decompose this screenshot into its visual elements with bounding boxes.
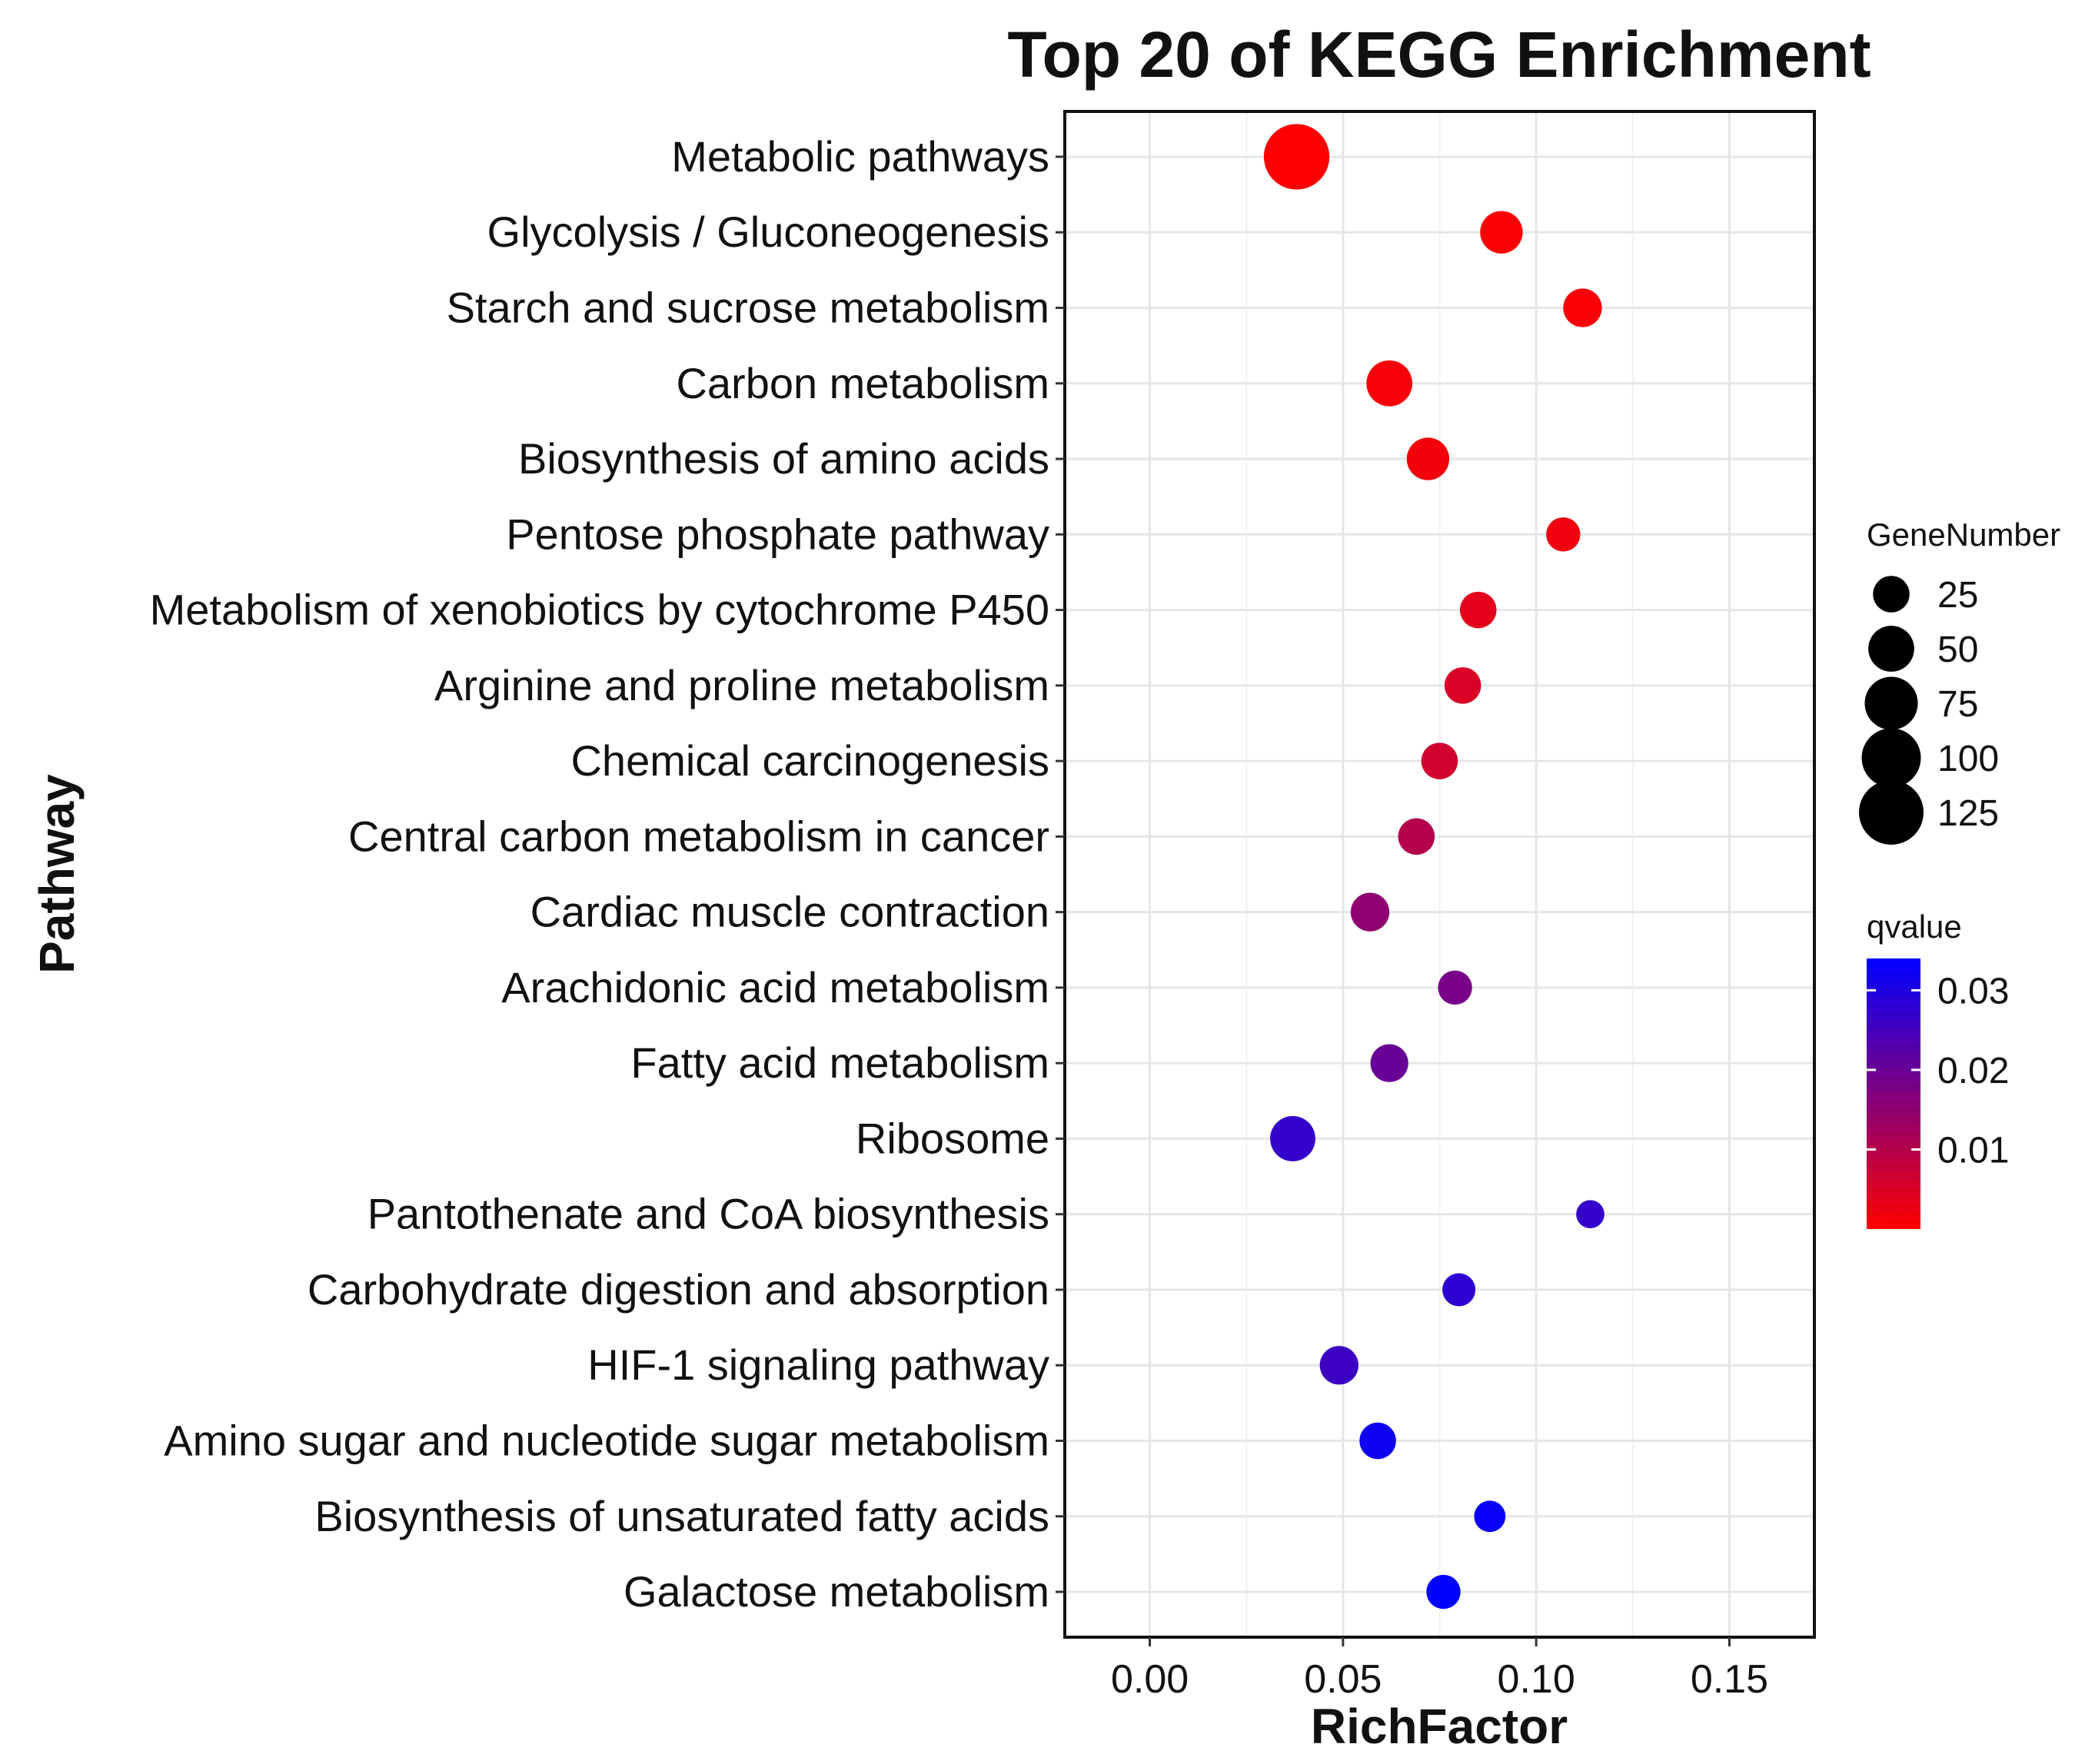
data-point [1460,591,1497,629]
size-legend-dot [1861,728,1921,788]
x-axis-title: RichFactor [1311,1699,1568,1754]
data-point [1438,970,1472,1005]
y-tick-label: Carbon metabolism [676,359,1049,407]
data-point [1426,1574,1461,1610]
y-tick-label: Fatty acid metabolism [630,1038,1049,1087]
data-point [1319,1346,1358,1385]
size-legend-dot [1868,626,1914,672]
data-point [1263,124,1330,190]
color-legend: qvalue 0.01 0.02 0.03 [1867,909,2009,1229]
colorbar-tick-label: 0.01 [1937,1130,2009,1171]
y-axis-title: Pathway [29,774,85,974]
size-legend-dot [1873,576,1910,613]
y-tick-label: Biosynthesis of unsaturated fatty acids [314,1492,1049,1540]
points-layer [1263,124,1605,1610]
y-tick-label: Glycolysis / Gluconeogenesis [487,208,1049,256]
y-tick-label: HIF-1 signaling pathway [587,1340,1049,1389]
size-legend-dot [1864,676,1918,730]
y-tick-label: Biosynthesis of amino acids [518,434,1049,483]
y-tick-label: Cardiac muscle contraction [530,888,1049,936]
size-legend-label: 25 [1937,575,1978,616]
colorbar-tick-label: 0.02 [1937,1051,2009,1091]
x-tick-label: 0.05 [1304,1657,1382,1702]
size-legend-items: 25 50 75 100 125 [1859,575,1999,845]
data-point [1350,892,1390,932]
colorbar-tick-label: 0.03 [1937,971,2009,1012]
size-legend-title: GeneNumber [1867,517,2060,553]
y-tick-label: Arachidonic acid metabolism [501,963,1049,1012]
data-point [1370,1044,1408,1082]
plot-panel-border [1063,110,1816,1639]
color-legend-ticks: 0.01 0.02 0.03 [1867,971,2009,1171]
data-point [1444,667,1481,704]
y-tick-label: Galactose metabolism [624,1567,1049,1616]
y-tick-label: Central carbon metabolism in cancer [348,812,1049,860]
y-tick-label: Ribosome [856,1114,1049,1162]
y-tick-label: Chemical carcinogenesis [570,736,1049,785]
x-tick-label: 0.15 [1691,1657,1768,1702]
size-legend-label: 125 [1937,793,1999,834]
data-point [1474,1500,1506,1533]
data-point [1576,1200,1605,1229]
y-tick-label: Metabolism of xenobiotics by cytochrome … [150,586,1049,634]
y-tick-label: Carbohydrate digestion and absorption [308,1265,1049,1314]
size-legend: GeneNumber 25 50 75 100 125 [1859,517,2060,845]
data-point [1366,360,1413,407]
y-tick-label: Starch and sucrose metabolism [447,283,1049,331]
y-axis: Metabolic pathways Glycolysis / Gluconeog… [150,132,1065,1616]
data-point [1563,288,1602,327]
chart-title: Top 20 of KEGG Enrichment [1007,18,1871,91]
data-point [1546,517,1581,552]
size-legend-dot [1859,780,1924,845]
data-point [1480,211,1523,254]
y-tick-label: Pentose phosphate pathway [506,510,1049,558]
x-tick-label: 0.10 [1498,1657,1575,1702]
qvalue-colorbar [1867,958,1920,1229]
y-tick-label: Metabolic pathways [671,132,1049,181]
data-point [1270,1115,1315,1161]
data-point [1359,1422,1396,1460]
color-legend-title: qvalue [1867,909,1962,945]
y-tick-label: Amino sugar and nucleotide sugar metabol… [164,1417,1049,1465]
data-point [1398,818,1435,855]
y-tick-label: Arginine and proline metabolism [434,661,1049,709]
size-legend-label: 75 [1937,684,1978,725]
data-point [1406,437,1450,480]
x-axis: 0.00 0.05 0.10 0.15 [1111,1637,1768,1702]
size-legend-label: 50 [1937,630,1978,670]
data-point [1421,742,1458,779]
size-legend-label: 100 [1937,739,1999,779]
data-point [1442,1273,1476,1307]
grid-layer [1065,111,1814,1637]
x-tick-label: 0.00 [1111,1657,1189,1702]
y-tick-label: Pantothenate and CoA biosynthesis [367,1190,1049,1238]
